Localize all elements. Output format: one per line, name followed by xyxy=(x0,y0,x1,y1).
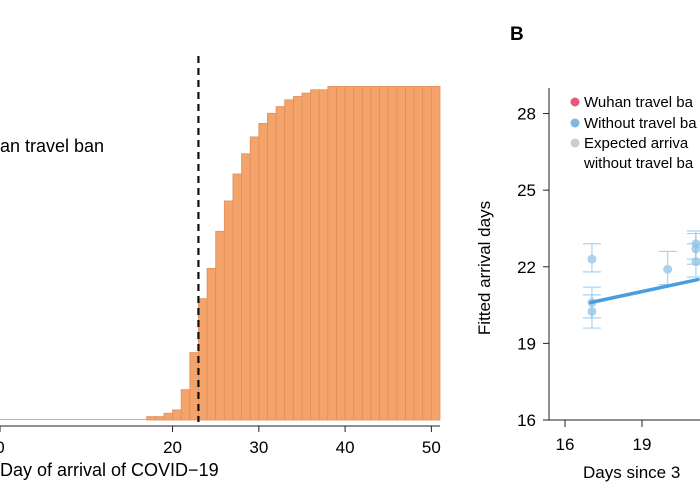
histogram-bar xyxy=(241,153,251,421)
legend-label: Expected arriva xyxy=(584,135,689,152)
histogram-bar xyxy=(310,89,320,421)
x-axis-label-b: Days since 3 xyxy=(583,463,680,482)
panel-label-b: B xyxy=(510,24,524,45)
legend: Wuhan travel ba Without travel ba Expected… xyxy=(562,88,700,184)
x-tick-label: 30 xyxy=(249,438,268,457)
histogram-bar xyxy=(379,85,389,421)
baseline-strip xyxy=(0,419,147,420)
histogram-bar xyxy=(275,106,286,421)
panel-a-histogram: an travel ban 0 20 30 40 50 Day of arrival o… xyxy=(0,56,441,480)
legend-label: Wuhan travel ba xyxy=(584,94,694,111)
data-point xyxy=(582,243,601,273)
histogram-bar xyxy=(223,200,234,421)
histogram-bar xyxy=(405,85,415,421)
histogram-bar xyxy=(267,112,277,421)
y-tick-label: 22 xyxy=(517,258,536,277)
legend-marker xyxy=(570,97,580,107)
histogram-bar xyxy=(292,96,303,421)
x-axis-label-a: Day of arrival of COVID−19 xyxy=(0,460,219,480)
histogram-bar xyxy=(422,85,432,421)
x-tick-label: 50 xyxy=(422,438,441,457)
travel-ban-annotation: an travel ban xyxy=(0,136,104,156)
y-tick-label: 28 xyxy=(517,105,536,124)
histogram-bar xyxy=(163,412,173,421)
x-tick-label: 0 xyxy=(0,438,5,457)
histogram-bar xyxy=(206,267,217,421)
legend-background xyxy=(562,88,700,184)
histogram-bar xyxy=(336,85,346,421)
point-marker xyxy=(663,264,673,274)
histogram-bar xyxy=(284,99,294,421)
y-tick-label: 16 xyxy=(517,411,536,430)
fit-line xyxy=(588,277,700,305)
x-tick-label: 20 xyxy=(163,438,182,457)
x-tick-label: 40 xyxy=(336,438,355,457)
y-tick-label: 25 xyxy=(517,181,536,200)
histogram-bar xyxy=(232,173,242,421)
histogram-bar xyxy=(146,416,156,421)
data-point xyxy=(686,230,700,260)
data-point xyxy=(658,250,677,286)
y-ticks-b: 16 19 22 25 28 xyxy=(517,105,549,430)
bars-group xyxy=(0,85,441,421)
legend-label: Without travel ba xyxy=(584,115,697,132)
legend-label-line2: without travel ba xyxy=(583,155,694,172)
point-marker xyxy=(587,254,597,264)
x-tick-label: 19 xyxy=(633,435,652,454)
histogram-bar xyxy=(172,409,182,421)
legend-marker xyxy=(570,118,580,128)
histogram-bar xyxy=(258,123,268,421)
histogram-bar xyxy=(396,85,406,421)
point-marker xyxy=(691,239,700,249)
histogram-bar xyxy=(301,92,311,421)
histogram-bar xyxy=(344,85,355,421)
histogram-bar xyxy=(361,85,372,421)
histogram-bar xyxy=(198,298,208,421)
x-ticks-a: 0 20 30 40 50 xyxy=(0,426,441,457)
histogram-bar xyxy=(430,85,441,421)
x-tick-label: 16 xyxy=(556,435,575,454)
y-axis-label-b: Fitted arrival days xyxy=(475,201,494,335)
x-ticks-b: 16 19 xyxy=(556,420,652,454)
histogram-bar xyxy=(215,230,225,421)
histogram-bar xyxy=(154,416,165,421)
histogram-bar xyxy=(327,85,337,421)
histogram-bar xyxy=(180,389,191,421)
y-tick-label: 19 xyxy=(517,334,536,353)
scatter-points xyxy=(582,230,700,329)
histogram-bar xyxy=(353,85,363,421)
legend-marker xyxy=(570,138,580,148)
histogram-bar xyxy=(249,136,260,421)
histogram-bar xyxy=(189,352,199,421)
histogram-bar xyxy=(318,89,329,421)
histogram-bar xyxy=(387,85,398,421)
histogram-bar xyxy=(370,85,381,421)
histogram-bar xyxy=(413,85,424,421)
